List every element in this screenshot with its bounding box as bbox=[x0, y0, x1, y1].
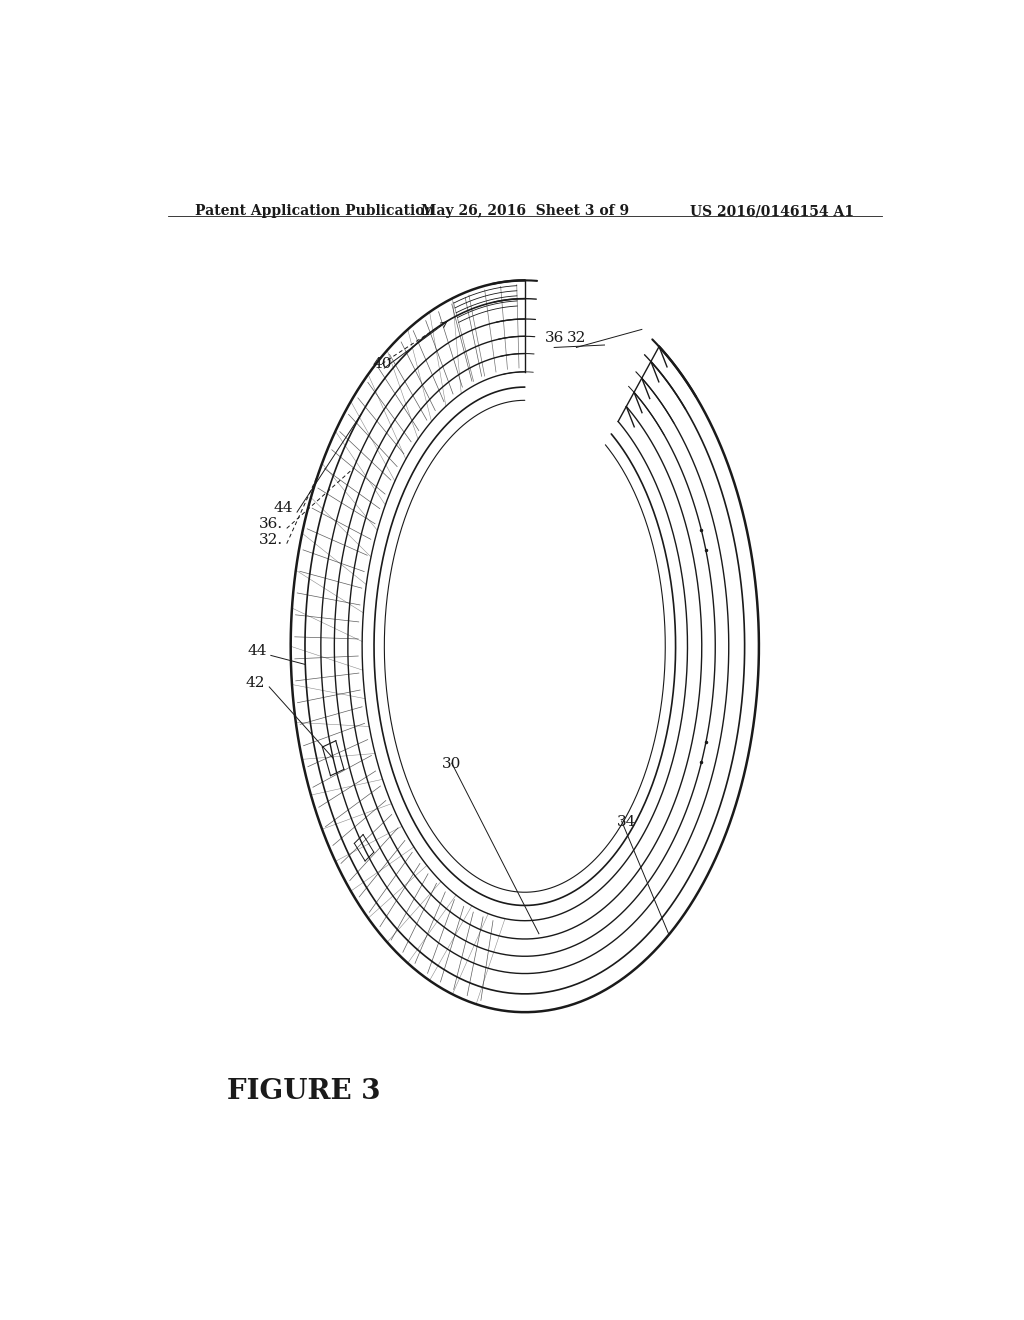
Text: 40: 40 bbox=[372, 356, 392, 371]
Text: 44: 44 bbox=[273, 502, 293, 515]
Text: 34: 34 bbox=[616, 816, 636, 829]
Text: Patent Application Publication: Patent Application Publication bbox=[196, 205, 435, 218]
Text: 32.: 32. bbox=[259, 532, 283, 546]
Text: 32: 32 bbox=[566, 331, 586, 346]
Text: May 26, 2016  Sheet 3 of 9: May 26, 2016 Sheet 3 of 9 bbox=[421, 205, 629, 218]
Text: 30: 30 bbox=[442, 758, 462, 771]
Text: 44: 44 bbox=[248, 644, 267, 659]
Text: FIGURE 3: FIGURE 3 bbox=[227, 1078, 381, 1105]
Text: 36.: 36. bbox=[259, 517, 283, 532]
Text: 36: 36 bbox=[545, 331, 564, 346]
Text: 42: 42 bbox=[246, 676, 265, 690]
Text: US 2016/0146154 A1: US 2016/0146154 A1 bbox=[690, 205, 854, 218]
